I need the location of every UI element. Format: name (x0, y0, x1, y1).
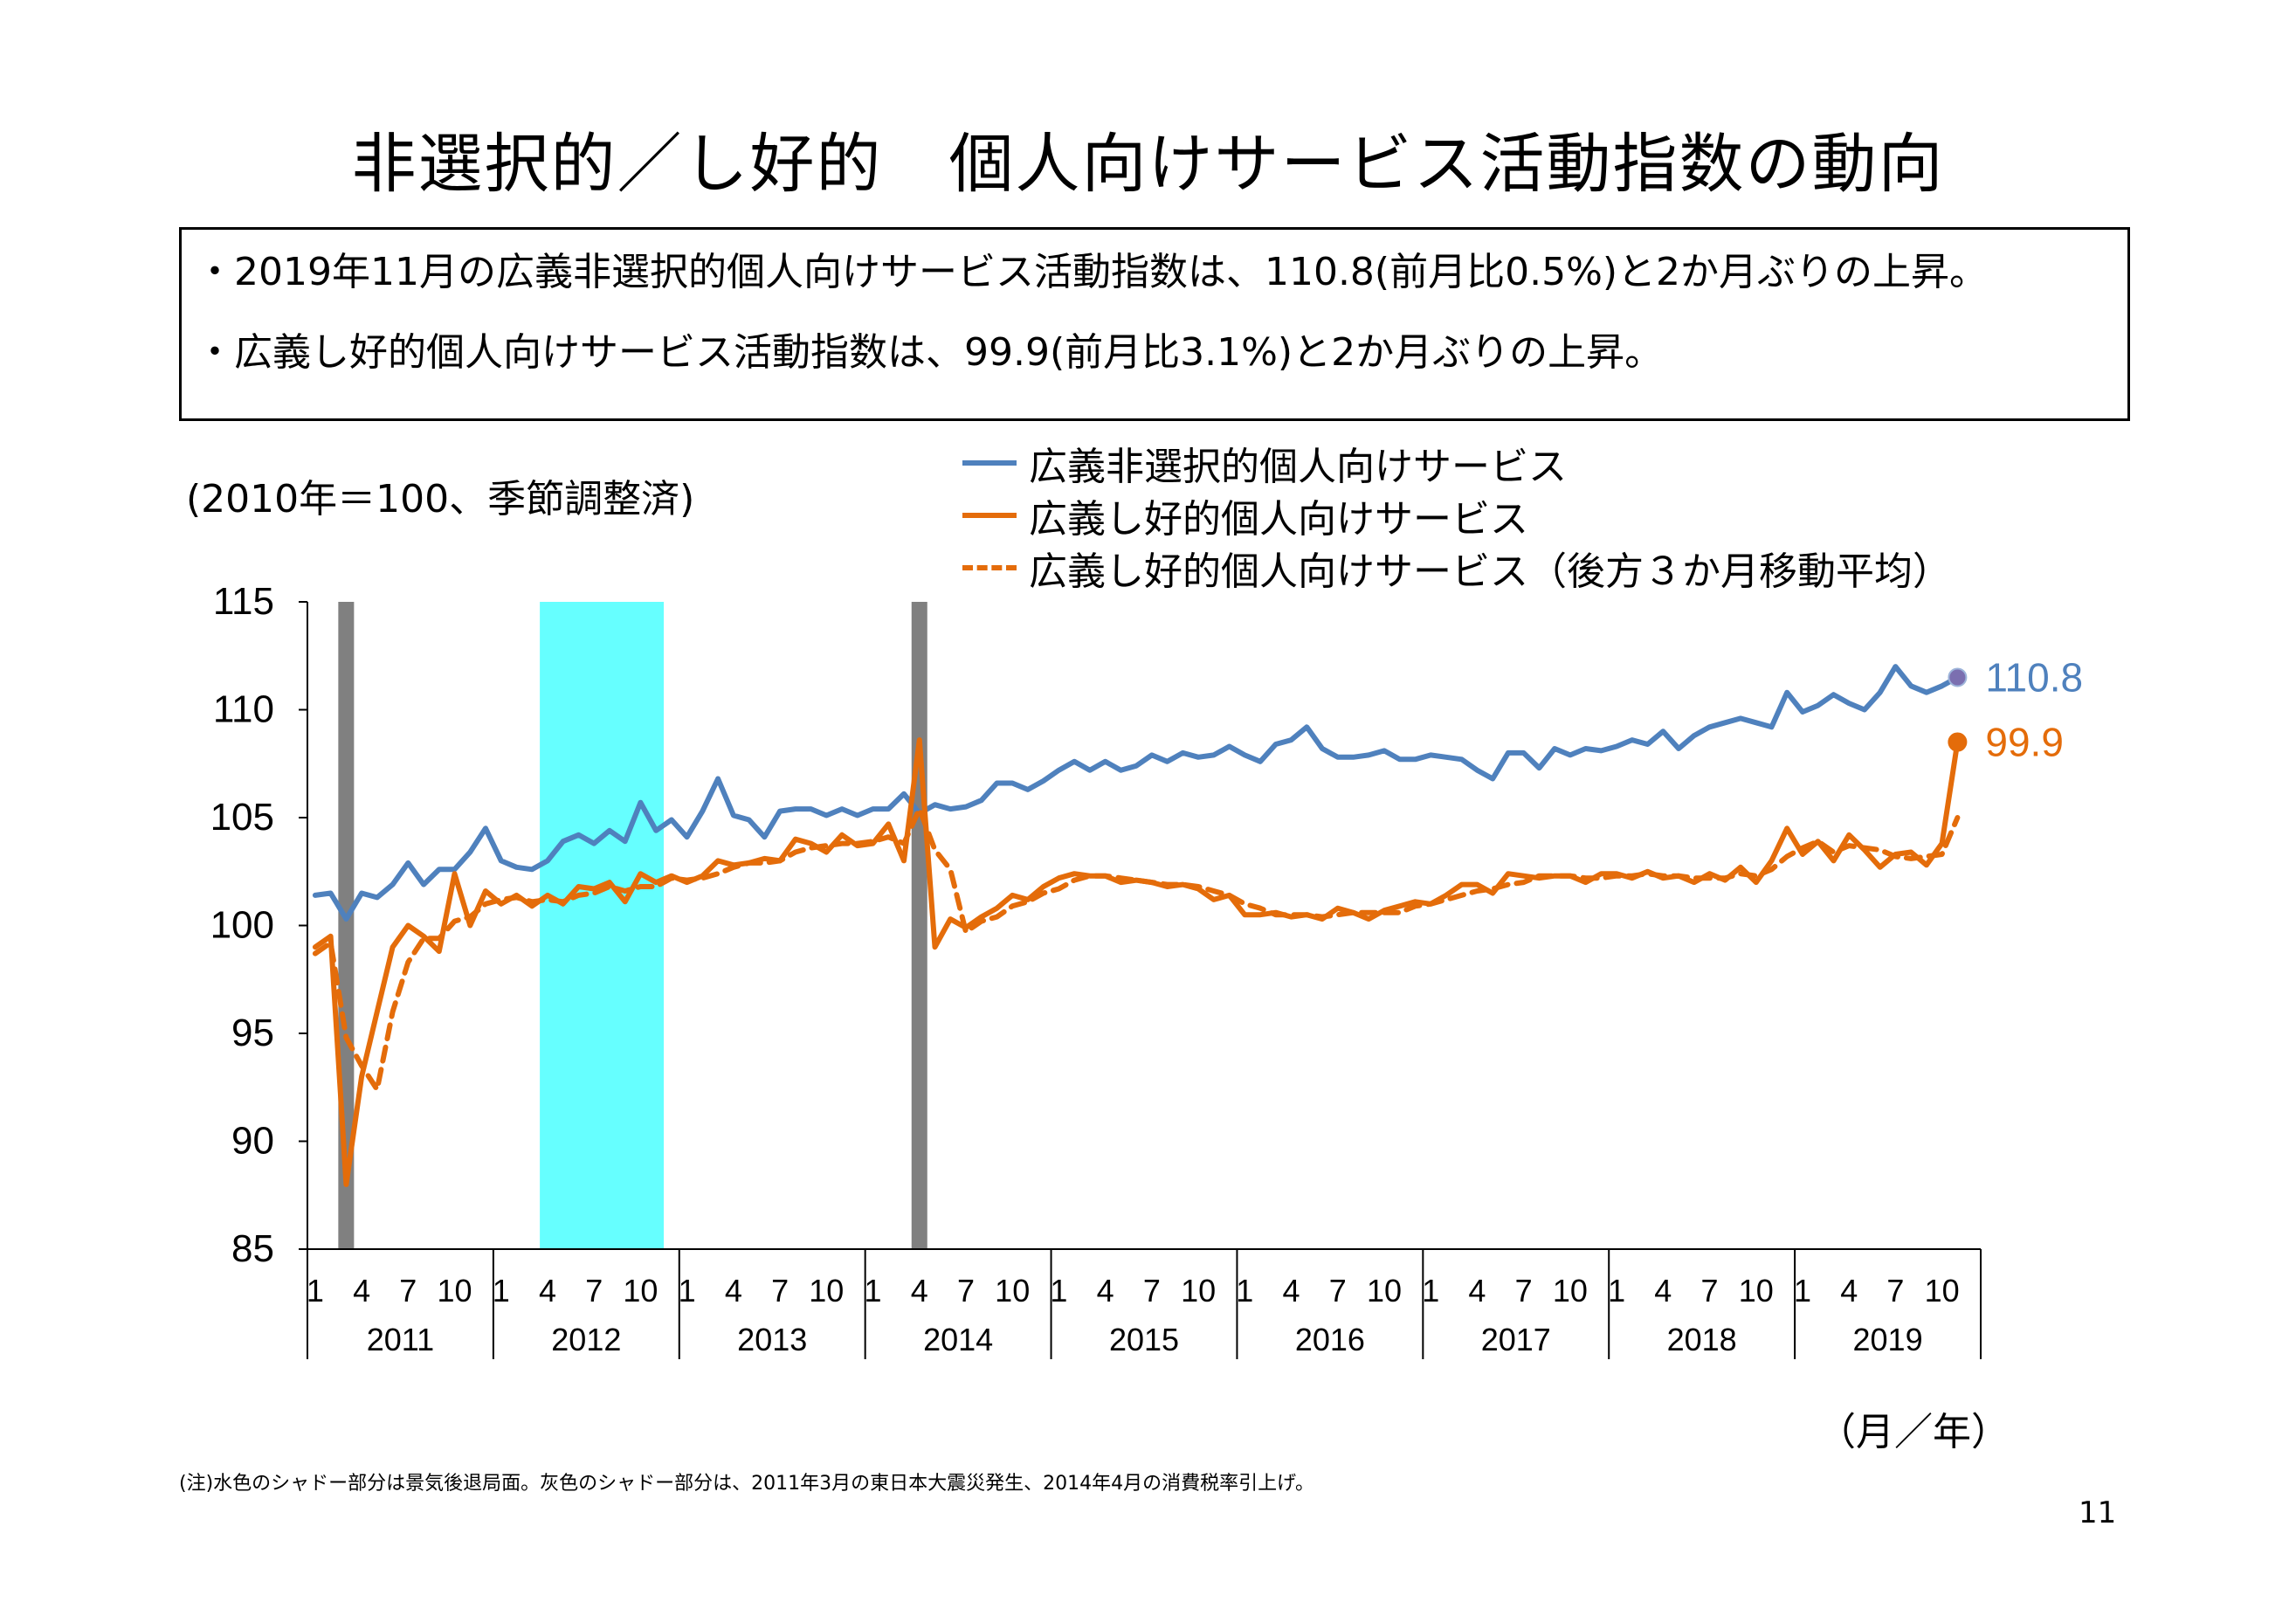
x-month-label: 7 (1886, 1273, 1904, 1309)
legend-item-nonselective: 広義非選択的個人向けサービス (962, 437, 1951, 489)
legend-label-moving-average: 広義し好的個人向けサービス（後方３か月移動平均） (1029, 549, 1951, 594)
series-line-0 (312, 664, 1961, 922)
x-month-label: 4 (911, 1273, 928, 1309)
x-year-label: 2016 (1295, 1322, 1365, 1357)
x-year-label: 2019 (1853, 1322, 1923, 1357)
summary-bullet-2: ・広義し好的個人向けサービス活動指数は、99.9(前月比3.1%)と2か月ぶりの… (196, 330, 1664, 375)
x-month-label: 1 (865, 1273, 882, 1309)
x-month-label: 4 (1468, 1273, 1486, 1309)
x-year-label: 2017 (1481, 1322, 1551, 1357)
x-month-label: 7 (1143, 1273, 1161, 1309)
y-tick-label: 100 (210, 904, 274, 947)
series-end-marker-0 (1948, 667, 1968, 687)
x-month-label: 7 (1701, 1273, 1719, 1309)
x-month-label: 10 (1553, 1273, 1588, 1309)
x-month-label: 4 (353, 1273, 370, 1309)
y-tick-label: 90 (231, 1120, 274, 1163)
legend-label-nonselective: 広義非選択的個人向けサービス (1029, 445, 1567, 489)
series-line-2 (312, 806, 1961, 1093)
page-title: 非選択的／し好的 個人向けサービス活動指数の動向 (351, 127, 1945, 202)
x-month-label: 7 (771, 1273, 789, 1309)
page-number: 11 (2079, 1495, 2117, 1530)
y-tick-label: 110 (213, 688, 274, 731)
x-month-label: 4 (1840, 1273, 1858, 1309)
x-month-label: 7 (1515, 1273, 1533, 1309)
x-month-label: 7 (1329, 1273, 1347, 1309)
x-month-label: 10 (438, 1273, 472, 1309)
x-month-label: 1 (493, 1273, 510, 1309)
x-month-label: 1 (1050, 1273, 1067, 1309)
x-month-label: 10 (1367, 1273, 1402, 1309)
series-end-label-1: 99.9 (1985, 720, 2064, 765)
x-month-label: 1 (307, 1273, 324, 1309)
x-month-label: 10 (623, 1273, 658, 1309)
event-shade-gray (911, 602, 927, 1249)
legend-label-discretionary: 広義し好的個人向けサービス (1029, 497, 1528, 542)
y-tick-label: 95 (231, 1012, 274, 1054)
x-month-label: 1 (1236, 1273, 1253, 1309)
x-year-label: 2015 (1109, 1322, 1179, 1357)
x-month-label: 10 (809, 1273, 844, 1309)
x-month-label: 4 (1097, 1273, 1114, 1309)
x-month-label: 4 (725, 1273, 742, 1309)
legend-swatch-orange (962, 513, 1017, 518)
summary-bullet-1: ・2019年11月の広義非選択的個人向けサービス活動指数は、110.8(前月比0… (196, 250, 1989, 294)
label-layer: 110.8 99.9 (1948, 654, 2083, 765)
x-month-label: 7 (585, 1273, 603, 1309)
legend-item-moving-average: 広義し好的個人向けサービス（後方３か月移動平均） (962, 542, 1951, 594)
y-tick-label: 85 (231, 1227, 274, 1270)
x-month-label: 1 (679, 1273, 696, 1309)
x-year-label: 2018 (1667, 1322, 1737, 1357)
x-month-label: 10 (1925, 1273, 1960, 1309)
x-month-label: 4 (1283, 1273, 1300, 1309)
series-end-marker-1 (1948, 732, 1968, 752)
x-year-label: 2014 (923, 1322, 993, 1357)
footnote: (注)水色のシャドー部分は景気後退局面。灰色のシャドー部分は、2011年3月の東… (179, 1473, 1315, 1495)
x-month-label: 7 (957, 1273, 975, 1309)
recession-shade-cyan (540, 602, 665, 1249)
x-month-label: 10 (1181, 1273, 1216, 1309)
x-month-label: 1 (1608, 1273, 1625, 1309)
legend-swatch-blue (962, 460, 1017, 466)
chart-legend: 広義非選択的個人向けサービス 広義し好的個人向けサービス 広義し好的個人向けサー… (962, 437, 1951, 594)
x-month-label: 7 (399, 1273, 417, 1309)
x-month-label: 10 (1739, 1273, 1774, 1309)
series-layer (312, 664, 1961, 1187)
y-tick-label: 115 (213, 580, 274, 623)
x-month-label: 4 (1654, 1273, 1672, 1309)
x-year-label: 2012 (551, 1322, 621, 1357)
shade-layer (338, 602, 927, 1249)
summary-box: ・2019年11月の広義非選択的個人向けサービス活動指数は、110.8(前月比0… (179, 227, 2130, 421)
y-tick-label: 105 (210, 796, 274, 839)
x-month-label: 1 (1794, 1273, 1811, 1309)
units-label: (2010年＝100、季節調整済) (186, 477, 695, 521)
x-year-label: 2011 (367, 1322, 434, 1357)
series-end-label-0: 110.8 (1985, 654, 2083, 700)
x-year-label: 2013 (737, 1322, 807, 1357)
x-month-label: 1 (1422, 1273, 1439, 1309)
legend-item-discretionary: 広義し好的個人向けサービス (962, 489, 1951, 542)
x-month-label: 10 (995, 1273, 1030, 1309)
legend-swatch-orange-dashed (962, 565, 1017, 570)
x-month-label: 4 (539, 1273, 556, 1309)
x-units-label: （月／年） (1817, 1410, 2010, 1454)
